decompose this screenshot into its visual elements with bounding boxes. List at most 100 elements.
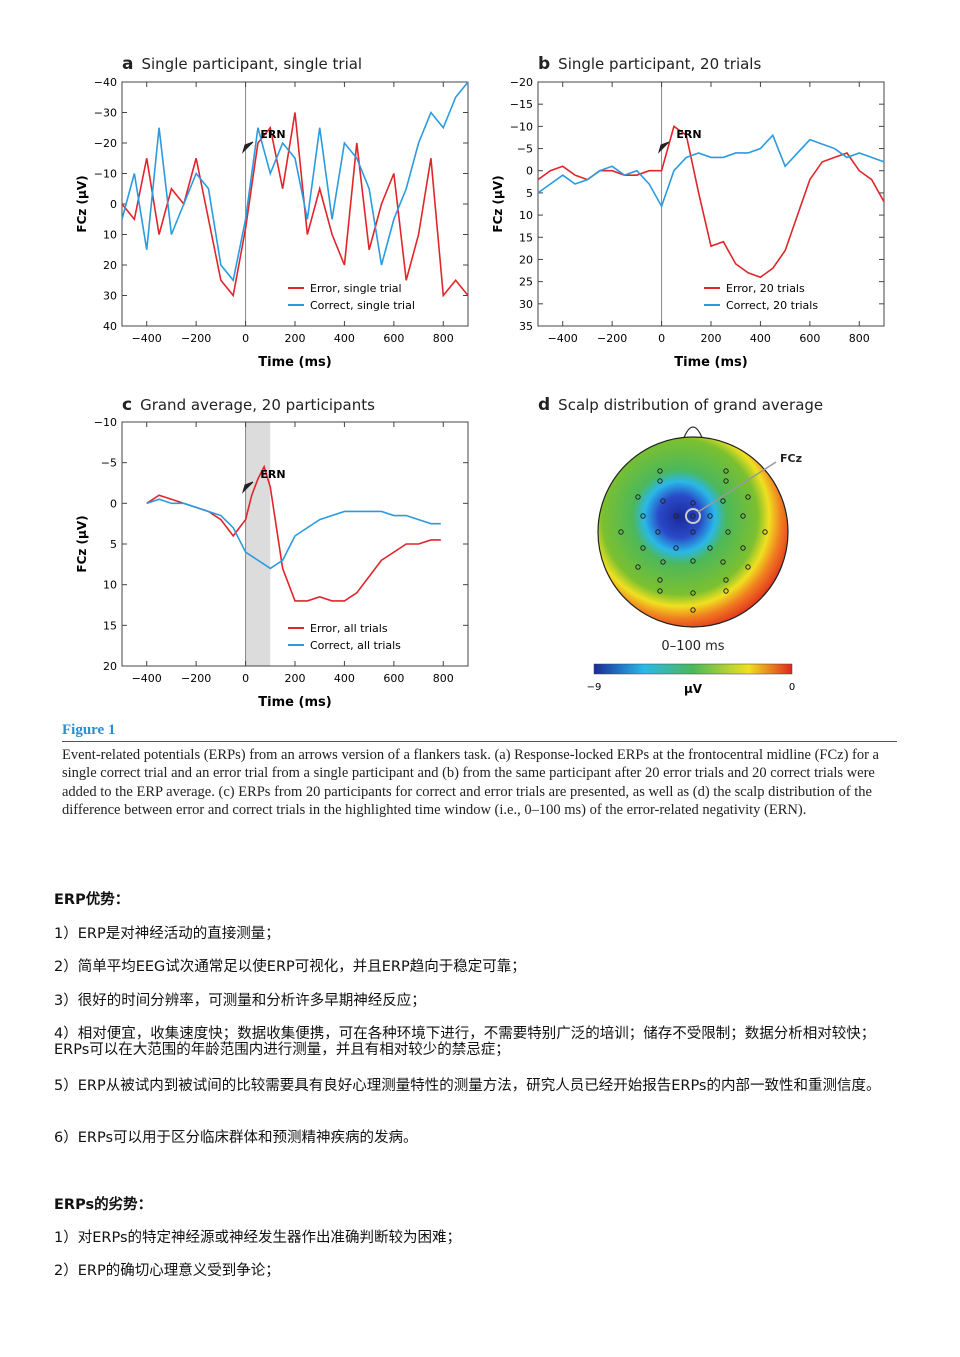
chart-b: −400 −200 0 200 400 600 800 −20 −15 −10 −5 0 5 10 15 20… — [491, 76, 885, 370]
electrode-marker — [657, 588, 663, 594]
x-tick-label: 200 — [285, 332, 306, 345]
panel-c-title: c Grand average, 20 participants — [122, 395, 375, 415]
ern-arrow-icon — [241, 481, 254, 494]
correct-line — [146, 498, 441, 570]
electrode-marker — [660, 498, 666, 504]
chart-a: −400 −200 0 200 400 600 800 −40 −30 −20 −10 0 10 20 30… — [75, 76, 469, 370]
chart-c: −400 −200 0 200 400 600 800 −10 −5 0 5 10 15 20 FCz (μ… — [75, 416, 469, 710]
electrode-marker — [690, 607, 696, 613]
fcz-highlight — [685, 508, 701, 524]
electrode-marker — [657, 577, 663, 583]
electrode-marker — [655, 529, 661, 535]
electrode-marker — [707, 513, 713, 519]
y-tick-label: 20 — [103, 259, 117, 272]
y-tick-label: 0 — [110, 198, 117, 211]
time-window-label: 0–100 ms — [661, 639, 724, 654]
x-tick-label: −400 — [548, 332, 578, 345]
electrode-marker — [690, 590, 696, 596]
colorbar-max: 0 — [789, 682, 795, 693]
panel-a-title: a Single participant, single trial — [122, 54, 363, 74]
legend-label: Error, 20 trials — [726, 282, 805, 295]
x-tick-label: 0 — [242, 672, 249, 685]
legend-label: Correct, single trial — [310, 299, 415, 312]
x-tick-label: 400 — [334, 672, 355, 685]
figure-caption: Event-related potentials (ERPs) from an … — [62, 747, 879, 818]
y-tick-label: 0 — [110, 497, 117, 510]
x-tick-label: 200 — [285, 672, 306, 685]
y-tick-label: 20 — [519, 253, 533, 266]
disadvantage-item: 2）ERP的确切心理意义受到争论； — [54, 1263, 280, 1279]
x-tick-label: 800 — [433, 672, 454, 685]
legend-label: Error, all trials — [310, 622, 388, 635]
y-tick-label: 15 — [103, 619, 117, 632]
electrode-marker — [673, 545, 679, 551]
legend-label: Correct, all trials — [310, 639, 401, 652]
advantage-item: 1）ERP是对神经活动的直接测量； — [54, 926, 280, 942]
advantage-item: 6）ERPs可以用于区分临床群体和预测精神疾病的发病。 — [54, 1130, 418, 1146]
y-tick-label: 0 — [526, 165, 533, 178]
fcz-label: FCz — [780, 452, 802, 465]
electrode-marker — [745, 494, 751, 500]
ern-arrow-icon — [241, 141, 254, 154]
electrode-marker — [720, 559, 726, 565]
y-tick-label: 15 — [519, 231, 533, 244]
caption-rule — [62, 741, 897, 742]
scalp-map: FCz 0–100 ms −9 0 μV — [587, 426, 802, 696]
y-tick-label: 10 — [103, 229, 117, 242]
electrode-marker — [723, 588, 729, 594]
x-tick-label: 400 — [750, 332, 771, 345]
electrode-marker — [635, 494, 641, 500]
x-tick-label: 200 — [701, 332, 722, 345]
y-tick-label: −40 — [94, 76, 117, 89]
legend-label: Correct, 20 trials — [726, 299, 818, 312]
electrode-marker — [690, 513, 696, 519]
electrode-marker — [725, 529, 731, 535]
nose-icon — [682, 426, 704, 441]
ern-arrow-icon — [657, 141, 670, 154]
y-tick-label: −20 — [510, 76, 533, 89]
electrode-marker — [690, 529, 696, 535]
error-line — [146, 464, 441, 602]
y-tick-label: 5 — [110, 538, 117, 551]
electrode-marker — [745, 564, 751, 570]
x-tick-label: −200 — [181, 672, 211, 685]
electrode-marker — [740, 545, 746, 551]
x-axis-label: Time (ms) — [258, 695, 331, 710]
x-tick-label: −200 — [181, 332, 211, 345]
ern-annotation: ERN — [260, 468, 285, 481]
y-tick-label: −5 — [517, 143, 533, 156]
colorbar-unit: μV — [684, 682, 703, 696]
correct-line — [121, 81, 469, 283]
advantage-item: 4）相对便宜，收集速度快；数据收集便携，可在各种环境下进行，不需要特别广泛的培训… — [54, 1026, 876, 1058]
y-tick-label: 20 — [103, 660, 117, 673]
error-line — [537, 125, 885, 279]
y-tick-label: 30 — [103, 290, 117, 303]
y-tick-label: −30 — [94, 107, 117, 120]
y-axis-label: FCz (μV) — [75, 175, 89, 232]
disadvantages-heading: ERPs的劣势： — [54, 1197, 153, 1213]
electrode-marker — [723, 478, 729, 484]
x-tick-label: −400 — [132, 332, 162, 345]
electrode-marker — [707, 545, 713, 551]
error-line — [121, 112, 469, 298]
y-tick-label: 10 — [103, 579, 117, 592]
colorbar-min: −9 — [587, 682, 602, 693]
electrode-marker — [673, 513, 679, 519]
y-tick-label: 10 — [519, 209, 533, 222]
x-tick-label: 600 — [383, 332, 404, 345]
ern-annotation: ERN — [260, 128, 285, 141]
panel-d-title: d Scalp distribution of grand average — [538, 395, 824, 415]
electrode-marker — [762, 529, 768, 535]
electrode-marker — [657, 468, 663, 474]
electrode-marker — [660, 559, 666, 565]
advantages-heading: ERP优势： — [54, 892, 130, 908]
electrode-marker — [740, 513, 746, 519]
correct-line — [537, 133, 885, 209]
y-tick-label: −20 — [94, 137, 117, 150]
y-tick-label: −15 — [510, 98, 533, 111]
y-tick-label: 40 — [103, 320, 117, 333]
y-tick-label: 35 — [519, 320, 533, 333]
advantage-item: 2）简单平均EEG试次通常足以使ERP可视化，并且ERP趋向于稳定可靠； — [54, 959, 526, 975]
electrode-marker — [723, 577, 729, 583]
panel-b-title: b Single participant, 20 trials — [538, 54, 762, 74]
